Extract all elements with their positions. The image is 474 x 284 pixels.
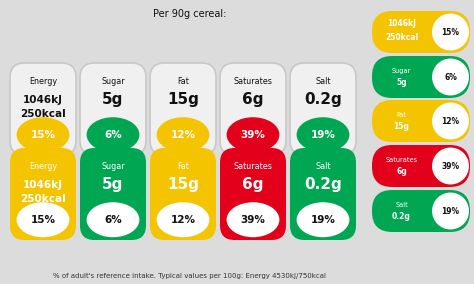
Text: 15%: 15% (30, 130, 55, 140)
Text: 19%: 19% (441, 206, 460, 216)
Text: 5g: 5g (396, 78, 407, 87)
Text: Saturates: Saturates (234, 77, 273, 86)
Text: 12%: 12% (171, 215, 195, 225)
Text: 6g: 6g (396, 167, 407, 176)
Text: 6%: 6% (444, 72, 457, 82)
Text: Fat: Fat (397, 112, 407, 118)
Text: 39%: 39% (241, 215, 265, 225)
Text: Saturates: Saturates (385, 157, 418, 163)
Text: Fat: Fat (177, 77, 189, 86)
Ellipse shape (156, 117, 210, 152)
Ellipse shape (432, 193, 469, 229)
Ellipse shape (87, 202, 139, 237)
Text: Per 90g cereal:: Per 90g cereal: (153, 9, 227, 19)
Ellipse shape (297, 202, 349, 237)
FancyBboxPatch shape (80, 148, 146, 240)
Text: Salt: Salt (315, 77, 331, 86)
Text: Fat: Fat (177, 162, 189, 171)
FancyBboxPatch shape (10, 148, 76, 240)
Text: 12%: 12% (441, 116, 460, 126)
Ellipse shape (432, 147, 469, 185)
Ellipse shape (17, 117, 69, 152)
Text: Energy: Energy (29, 77, 57, 86)
Ellipse shape (227, 202, 279, 237)
Text: 15%: 15% (30, 215, 55, 225)
Text: 250kcal: 250kcal (20, 194, 66, 204)
Text: 6%: 6% (104, 130, 122, 140)
FancyBboxPatch shape (80, 63, 146, 155)
FancyBboxPatch shape (372, 190, 470, 232)
Text: 1046kJ: 1046kJ (23, 95, 63, 105)
Text: 5g: 5g (102, 92, 124, 107)
Text: 1046kJ: 1046kJ (23, 180, 63, 190)
Text: Sugar: Sugar (392, 68, 411, 74)
Text: 15%: 15% (441, 28, 459, 37)
FancyBboxPatch shape (372, 100, 470, 142)
Text: 39%: 39% (441, 162, 460, 170)
Ellipse shape (297, 117, 349, 152)
Ellipse shape (87, 117, 139, 152)
FancyBboxPatch shape (220, 148, 286, 240)
FancyBboxPatch shape (372, 145, 470, 187)
Ellipse shape (432, 103, 469, 139)
Text: 15g: 15g (393, 122, 410, 131)
Text: 1046kJ: 1046kJ (387, 19, 416, 28)
Text: 15g: 15g (167, 177, 199, 192)
Text: Energy: Energy (29, 162, 57, 171)
FancyBboxPatch shape (150, 148, 216, 240)
Ellipse shape (432, 14, 469, 51)
FancyBboxPatch shape (290, 148, 356, 240)
Text: 250kcal: 250kcal (385, 33, 418, 41)
FancyBboxPatch shape (10, 63, 76, 155)
Text: 19%: 19% (310, 130, 336, 140)
Text: 39%: 39% (241, 130, 265, 140)
FancyBboxPatch shape (150, 63, 216, 155)
Text: % of adult's reference intake. Typical values per 100g: Energy 4530kJ/750kcal: % of adult's reference intake. Typical v… (54, 273, 327, 279)
Text: 250kcal: 250kcal (20, 108, 66, 119)
Text: 6g: 6g (242, 92, 264, 107)
Text: 6g: 6g (242, 177, 264, 192)
Text: 15g: 15g (167, 92, 199, 107)
Text: Sugar: Sugar (101, 77, 125, 86)
Ellipse shape (227, 117, 279, 152)
Ellipse shape (156, 202, 210, 237)
Text: 5g: 5g (102, 177, 124, 192)
FancyBboxPatch shape (372, 11, 470, 53)
Text: Salt: Salt (315, 162, 331, 171)
Text: 0.2g: 0.2g (392, 212, 411, 222)
Text: 19%: 19% (310, 215, 336, 225)
Text: 0.2g: 0.2g (304, 92, 342, 107)
Text: 6%: 6% (104, 215, 122, 225)
Ellipse shape (17, 202, 69, 237)
Text: 12%: 12% (171, 130, 195, 140)
Text: Sugar: Sugar (101, 162, 125, 171)
Ellipse shape (432, 59, 469, 95)
Text: Salt: Salt (395, 202, 408, 208)
Text: Saturates: Saturates (234, 162, 273, 171)
Text: 0.2g: 0.2g (304, 177, 342, 192)
FancyBboxPatch shape (372, 56, 470, 98)
FancyBboxPatch shape (290, 63, 356, 155)
FancyBboxPatch shape (220, 63, 286, 155)
